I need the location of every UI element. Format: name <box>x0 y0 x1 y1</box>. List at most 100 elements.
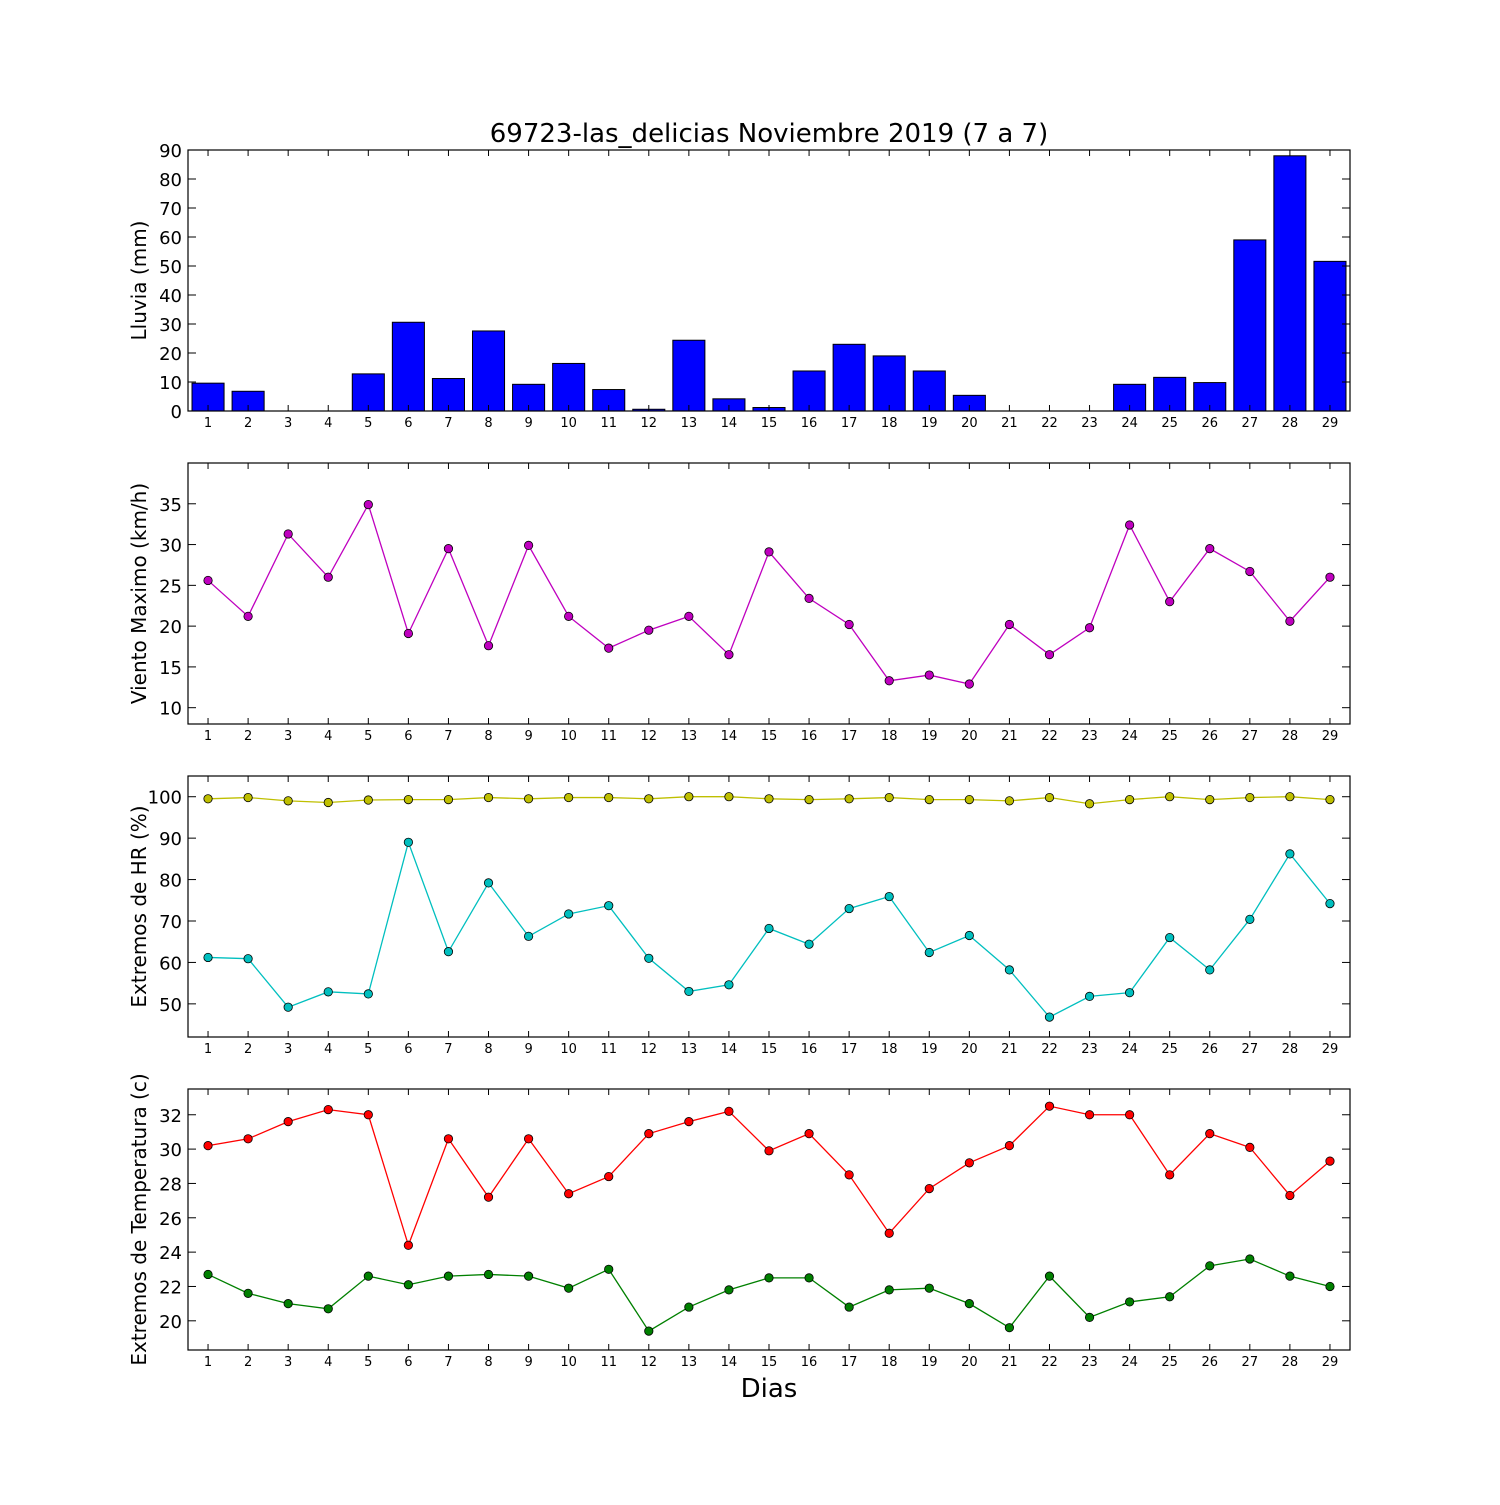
series-point-1 <box>644 625 654 635</box>
rain-bar <box>672 339 706 412</box>
series-point-2 <box>1245 1254 1255 1264</box>
series-point-2 <box>844 903 854 914</box>
series-point-2 <box>1205 1261 1215 1271</box>
x-tick-label: 20 <box>961 416 978 431</box>
series-point-2 <box>1125 1297 1135 1307</box>
x-tick-label: 4 <box>324 729 332 744</box>
x-tick-label: 4 <box>324 1042 332 1057</box>
series-point-2 <box>443 947 454 957</box>
x-tick-label: 18 <box>881 1042 898 1057</box>
series-point-2 <box>724 980 734 990</box>
y-tick-label: 70 <box>159 912 182 933</box>
x-tick-label: 24 <box>1121 729 1138 744</box>
x-tick-label: 3 <box>284 416 292 431</box>
x-tick-label: 7 <box>444 1042 452 1057</box>
series-point-1 <box>924 1183 934 1194</box>
x-tick-label: 26 <box>1201 1042 1218 1057</box>
y-tick-label: 90 <box>159 141 182 162</box>
series-point-1 <box>483 641 494 651</box>
x-tick-label: 4 <box>324 1355 332 1370</box>
x-tick-label: 29 <box>1322 1355 1339 1370</box>
y-tick-label: 50 <box>159 995 182 1016</box>
x-tick-label: 17 <box>841 1042 858 1057</box>
x-tick-label: 24 <box>1121 416 1138 431</box>
series-point-2 <box>243 1288 253 1298</box>
series-point-2 <box>1165 1292 1175 1302</box>
series-point-2 <box>1044 1012 1055 1022</box>
series-point-1 <box>1125 795 1135 805</box>
series-point-1 <box>403 1240 413 1250</box>
series-point-1 <box>1044 792 1055 803</box>
x-tick-label: 26 <box>1201 1355 1218 1370</box>
x-tick-label: 11 <box>600 1355 617 1370</box>
series-point-1 <box>203 1141 213 1151</box>
x-tick-label: 19 <box>921 1355 938 1370</box>
x-tick-label: 16 <box>801 1042 818 1057</box>
x-tick-label: 21 <box>1001 1042 1018 1057</box>
x-tick-label: 13 <box>681 729 698 744</box>
series-point-2 <box>764 1273 774 1283</box>
x-tick-label: 5 <box>364 416 372 431</box>
y-tick-label: 40 <box>159 286 182 307</box>
x-tick-label: 8 <box>484 729 492 744</box>
x-tick-label: 16 <box>801 416 818 431</box>
x-tick-label: 23 <box>1081 1355 1098 1370</box>
series-point-2 <box>443 1271 454 1281</box>
series-point-1 <box>523 540 534 550</box>
series-point-1 <box>363 499 373 510</box>
series-point-1 <box>283 1117 293 1127</box>
y-tick-label: 20 <box>159 617 182 638</box>
series-point-1 <box>1245 566 1255 577</box>
series-point-2 <box>804 939 814 949</box>
series-point-1 <box>804 795 814 805</box>
series-point-2 <box>644 1326 654 1336</box>
y-tick-label: 80 <box>159 170 182 191</box>
series-point-2 <box>1285 1271 1295 1281</box>
rain-bar <box>391 321 425 412</box>
x-tick-label: 25 <box>1161 729 1178 744</box>
x-tick-label: 23 <box>1081 416 1098 431</box>
series-point-2 <box>203 1269 213 1280</box>
x-tick-label: 24 <box>1121 1355 1138 1370</box>
x-tick-label: 3 <box>284 729 292 744</box>
x-tick-label: 18 <box>881 1355 898 1370</box>
rain-bar <box>552 362 586 412</box>
series-point-1 <box>203 575 213 586</box>
x-tick-label: 14 <box>721 1355 738 1370</box>
series-point-2 <box>644 953 654 963</box>
series-point-1 <box>1004 619 1015 630</box>
series-point-1 <box>564 1189 574 1199</box>
x-tick-label: 19 <box>921 729 938 744</box>
series-point-1 <box>483 792 494 803</box>
x-tick-label: 22 <box>1041 1042 1058 1057</box>
x-tick-label: 5 <box>364 729 372 744</box>
series-point-2 <box>1165 932 1175 943</box>
x-tick-label: 14 <box>721 729 738 744</box>
y-tick-label: 70 <box>159 199 182 220</box>
y-tick-label: 32 <box>159 1106 182 1127</box>
series-point-1 <box>724 650 734 660</box>
series-point-1 <box>243 611 253 621</box>
x-tick-label: 2 <box>244 416 252 431</box>
x-tick-label: 11 <box>600 1042 617 1057</box>
series-point-1 <box>523 1134 534 1144</box>
series-point-2 <box>1004 1323 1015 1333</box>
x-tick-label: 10 <box>560 416 577 431</box>
x-tick-label: 12 <box>641 1355 658 1370</box>
x-tick-label: 1 <box>204 416 212 431</box>
series-point-1 <box>964 795 974 805</box>
series-point-1 <box>1004 796 1015 806</box>
x-tick-label: 14 <box>721 1042 738 1057</box>
series-point-1 <box>1325 795 1335 805</box>
x-tick-label: 9 <box>524 729 532 744</box>
x-tick-label: 17 <box>841 729 858 744</box>
x-tick-label: 10 <box>560 1355 577 1370</box>
x-tick-label: 21 <box>1001 416 1018 431</box>
series-point-1 <box>764 547 774 557</box>
series-point-1 <box>1245 1142 1255 1152</box>
series-point-2 <box>283 1002 293 1012</box>
series-point-1 <box>323 797 333 808</box>
series-point-2 <box>1285 849 1295 859</box>
rain-bar <box>872 355 906 412</box>
